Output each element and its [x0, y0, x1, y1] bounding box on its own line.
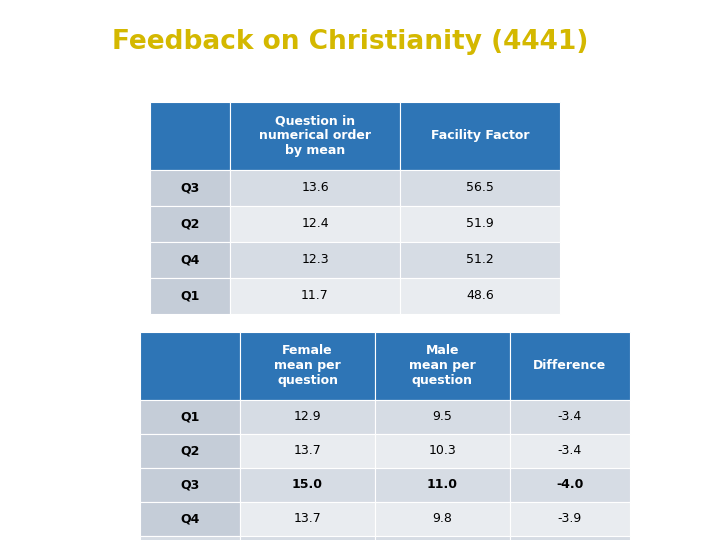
Bar: [140, 434, 240, 468]
Bar: [240, 502, 375, 536]
Bar: [510, 400, 630, 434]
Bar: [510, 434, 630, 468]
Text: Q3: Q3: [181, 478, 199, 491]
Bar: [240, 434, 375, 468]
Text: 12.3: 12.3: [301, 253, 329, 266]
Text: Male
mean per
question: Male mean per question: [409, 344, 476, 387]
Bar: [150, 278, 230, 314]
Text: 9.5: 9.5: [433, 410, 452, 423]
Text: 48.6: 48.6: [466, 289, 494, 302]
Text: Q3: Q3: [181, 181, 199, 194]
Text: wjec: wjec: [18, 27, 46, 37]
Bar: [230, 206, 400, 242]
Text: Feedback on Christianity (4441): Feedback on Christianity (4441): [112, 29, 588, 55]
Bar: [240, 536, 375, 540]
Text: Q1: Q1: [180, 410, 199, 423]
Text: Q4: Q4: [180, 253, 199, 266]
Bar: [230, 242, 400, 278]
Text: 12.9: 12.9: [294, 410, 321, 423]
Bar: [240, 468, 375, 502]
Bar: [240, 332, 375, 400]
Bar: [375, 400, 510, 434]
Text: 12.4: 12.4: [301, 217, 329, 230]
Text: cbac: cbac: [18, 55, 47, 65]
Bar: [150, 102, 230, 170]
Text: Facility Factor: Facility Factor: [431, 129, 529, 142]
Bar: [230, 102, 400, 170]
Bar: [140, 400, 240, 434]
Bar: [140, 502, 240, 536]
Bar: [510, 536, 630, 540]
Text: Q4: Q4: [180, 512, 199, 525]
Text: Q1: Q1: [180, 289, 199, 302]
Text: -3.4: -3.4: [558, 444, 582, 457]
Bar: [375, 468, 510, 502]
Text: -3.9: -3.9: [558, 512, 582, 525]
Text: 11.7: 11.7: [301, 289, 329, 302]
Text: 56.5: 56.5: [466, 181, 494, 194]
Text: 11.0: 11.0: [427, 478, 458, 491]
Bar: [400, 170, 560, 206]
Text: -4.0: -4.0: [557, 478, 584, 491]
Bar: [150, 170, 230, 206]
Bar: [400, 102, 560, 170]
Text: 51.2: 51.2: [466, 253, 494, 266]
Text: -3.4: -3.4: [558, 410, 582, 423]
Bar: [375, 332, 510, 400]
Bar: [140, 536, 240, 540]
Bar: [150, 206, 230, 242]
Bar: [510, 468, 630, 502]
Text: Female
mean per
question: Female mean per question: [274, 344, 341, 387]
Bar: [230, 170, 400, 206]
Text: Question in
numerical order
by mean: Question in numerical order by mean: [259, 114, 371, 157]
Bar: [375, 536, 510, 540]
Bar: [375, 434, 510, 468]
Bar: [140, 332, 240, 400]
Text: 15.0: 15.0: [292, 478, 323, 491]
Bar: [140, 468, 240, 502]
Text: 10.3: 10.3: [428, 444, 456, 457]
Bar: [240, 400, 375, 434]
Bar: [510, 502, 630, 536]
Bar: [230, 278, 400, 314]
Bar: [400, 278, 560, 314]
Bar: [400, 206, 560, 242]
Text: Q2: Q2: [180, 217, 199, 230]
Bar: [150, 242, 230, 278]
Bar: [400, 242, 560, 278]
Text: 51.9: 51.9: [466, 217, 494, 230]
Bar: [375, 502, 510, 536]
Text: 13.7: 13.7: [294, 444, 321, 457]
Text: 13.7: 13.7: [294, 512, 321, 525]
Text: Difference: Difference: [534, 359, 607, 372]
Text: 13.6: 13.6: [301, 181, 329, 194]
Text: Q2: Q2: [180, 444, 199, 457]
Text: 9.8: 9.8: [433, 512, 452, 525]
Bar: [510, 332, 630, 400]
